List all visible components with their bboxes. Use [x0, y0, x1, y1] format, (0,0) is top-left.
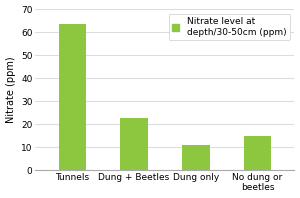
Bar [120, 118, 148, 170]
Bar [244, 136, 271, 170]
Bar [182, 145, 210, 170]
Y-axis label: Nitrate (ppm): Nitrate (ppm) [6, 56, 16, 123]
Legend: Nitrate level at
depth/30-50cm (ppm): Nitrate level at depth/30-50cm (ppm) [169, 14, 290, 40]
Bar [58, 24, 86, 170]
